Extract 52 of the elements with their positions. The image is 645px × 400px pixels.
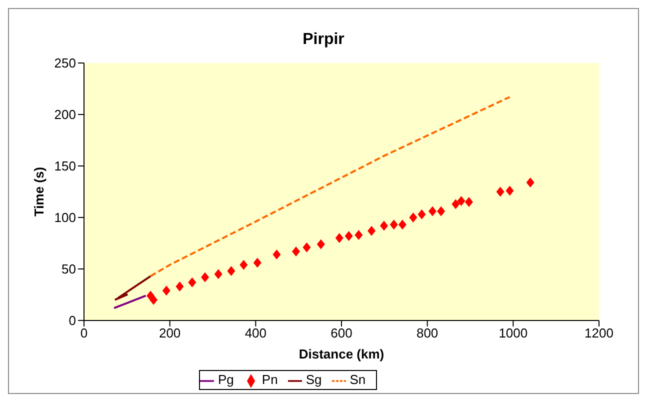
point <box>390 220 398 230</box>
point <box>292 246 300 256</box>
point <box>344 231 353 241</box>
x-axis-title: Distance (km) <box>298 346 384 362</box>
x-tick-label: 200 <box>158 326 181 341</box>
chart-title: Pirpir <box>302 31 346 49</box>
x-tick-label: 1000 <box>498 326 528 341</box>
x-tick-label: 800 <box>416 326 438 341</box>
point <box>302 242 311 252</box>
point <box>354 230 363 240</box>
point <box>201 272 210 282</box>
line-series <box>114 275 152 301</box>
legend-label: Sn <box>350 372 366 388</box>
point <box>272 250 281 260</box>
point <box>496 186 504 197</box>
point <box>457 196 466 206</box>
point <box>316 239 325 250</box>
point <box>253 258 262 268</box>
point <box>214 269 222 280</box>
point <box>398 220 406 230</box>
point <box>368 226 376 236</box>
y-tick-label: 100 <box>54 210 76 226</box>
point <box>526 177 534 188</box>
y-tick-label: 50 <box>62 262 76 277</box>
point <box>428 206 436 216</box>
point <box>176 281 184 292</box>
legend-label: Pg <box>218 372 234 388</box>
line-series <box>150 96 511 278</box>
y-tick-label: 150 <box>54 158 76 174</box>
point <box>418 209 426 220</box>
x-tick-label: 0 <box>80 326 88 341</box>
legend-label: Sg <box>306 372 322 388</box>
point <box>506 186 514 196</box>
y-tick-label: 0 <box>68 313 76 328</box>
point <box>188 277 196 288</box>
y-tick-label: 250 <box>54 56 76 71</box>
point <box>452 199 460 210</box>
point <box>240 260 248 270</box>
y-tick-label: 200 <box>54 107 76 122</box>
x-tick-label: 1200 <box>584 326 614 341</box>
point <box>335 233 344 244</box>
legend-label: Pn <box>262 372 278 388</box>
point <box>380 220 388 231</box>
point <box>464 197 473 208</box>
point <box>150 294 158 305</box>
point <box>437 206 446 216</box>
point <box>162 286 170 296</box>
y-axis-title: Time (s) <box>32 166 47 217</box>
point <box>409 212 418 222</box>
x-tick-label: 400 <box>244 326 267 341</box>
x-tick-label: 600 <box>330 326 352 341</box>
point <box>227 266 236 276</box>
